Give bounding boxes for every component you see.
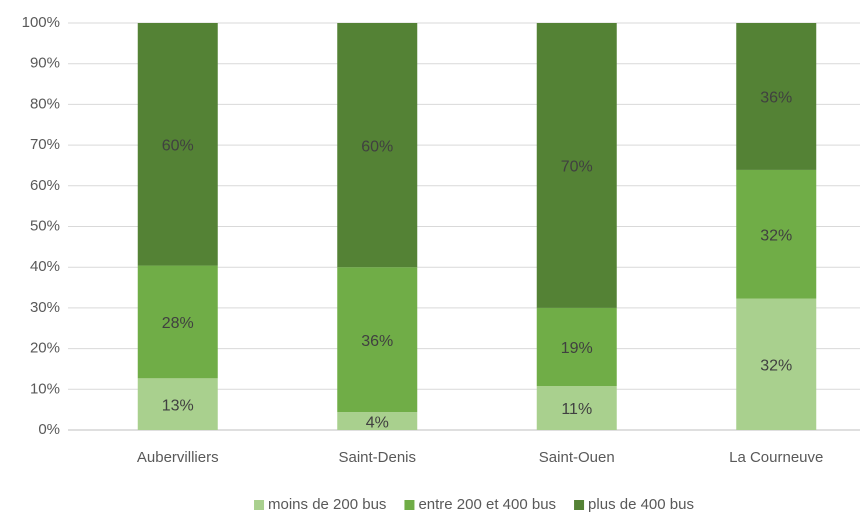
- legend-label: entre 200 et 400 bus: [418, 496, 556, 513]
- bar-segment: [137, 265, 218, 379]
- bar-segment: [137, 378, 218, 430]
- data-label: 11%: [561, 401, 592, 418]
- data-label: 32%: [760, 357, 792, 374]
- bar-segment: [536, 386, 617, 430]
- bar-segment: [337, 23, 418, 268]
- y-tick-label: 100%: [22, 14, 60, 31]
- y-tick-label: 70%: [30, 136, 60, 153]
- legend-label: moins de 200 bus: [268, 496, 386, 513]
- y-tick-label: 40%: [30, 258, 60, 275]
- x-tick-label: Aubervilliers: [137, 449, 219, 466]
- y-tick-label: 50%: [30, 217, 60, 234]
- legend-swatch: [254, 500, 265, 510]
- x-tick-label: La Courneuve: [729, 449, 823, 466]
- legend-swatch: [574, 500, 585, 510]
- y-tick-label: 30%: [30, 299, 60, 316]
- legend-swatch: [404, 500, 415, 510]
- bar-segment: [736, 298, 817, 430]
- data-label: 32%: [760, 227, 792, 244]
- data-label: 60%: [162, 138, 194, 155]
- data-label: 4%: [366, 414, 389, 431]
- data-label: 70%: [561, 159, 593, 176]
- bar-segment: [536, 23, 617, 308]
- bar-segment: [736, 23, 817, 170]
- x-tick-label: Saint-Ouen: [539, 449, 615, 466]
- y-tick-label: 10%: [30, 380, 60, 397]
- y-tick-label: 80%: [30, 95, 60, 112]
- y-tick-label: 60%: [30, 177, 60, 194]
- data-label: 19%: [561, 340, 593, 357]
- y-tick-label: 20%: [30, 340, 60, 357]
- bar-segment: [337, 412, 418, 430]
- bar-segment: [337, 267, 418, 413]
- bar-segment: [137, 23, 218, 266]
- bar-segment: [536, 307, 617, 387]
- data-label: 60%: [361, 138, 393, 155]
- x-tick-label: Saint-Denis: [338, 449, 416, 466]
- y-tick-label: 90%: [30, 55, 60, 72]
- data-label: 13%: [162, 397, 194, 414]
- y-tick-label: 0%: [38, 421, 60, 438]
- bar-segment: [736, 169, 817, 299]
- data-label: 36%: [760, 90, 792, 107]
- data-label: 28%: [162, 315, 194, 332]
- legend-label: plus de 400 bus: [588, 496, 694, 513]
- data-label: 36%: [361, 333, 393, 350]
